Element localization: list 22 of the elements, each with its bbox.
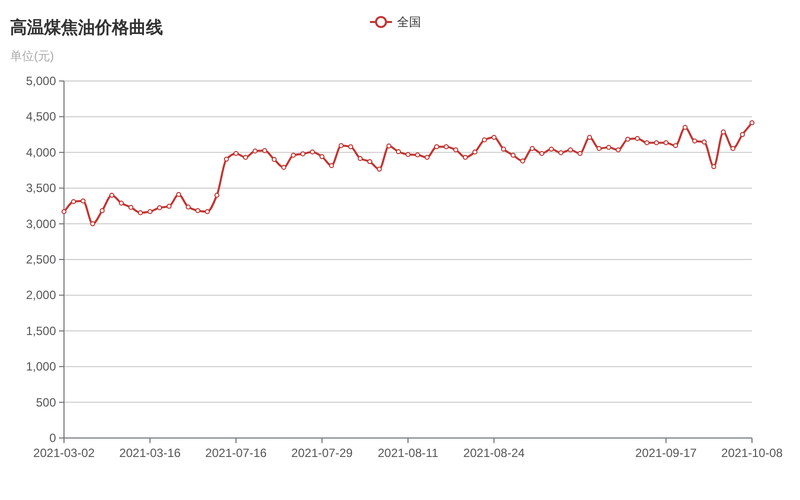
x-tick-label: 2021-08-11 [378,446,439,460]
y-tick-label: 1,500 [26,324,56,338]
x-tick-label: 2021-08-24 [463,446,526,460]
y-tick-label: 5,000 [26,74,56,88]
x-tick-label: 2021-07-29 [291,446,354,460]
y-tick-label: 500 [36,395,56,410]
x-tick-label: 2021-09-17 [635,446,698,460]
y-tick-label: 2,000 [26,288,56,302]
x-tick-label: 2021-07-16 [205,446,268,460]
y-tick-label: 2,500 [26,252,56,266]
x-tick-label: 2021-03-02 [33,446,96,460]
y-tick-label: 1,000 [26,360,56,374]
x-tick-label: 2021-10-08 [721,446,784,460]
y-tick-label: 3,000 [26,216,56,231]
y-tick-label: 0 [49,431,56,445]
x-tick-label: 2021-03-16 [119,446,182,460]
y-tick-label: 4,000 [26,145,56,160]
y-tick-label: 3,500 [26,181,56,196]
y-tick-label: 4,500 [26,110,56,124]
chart-title: 高温煤焦油价格曲线 [10,18,163,37]
chart-subtitle: 单位(元) [10,49,54,63]
legend-label: 全国 [397,15,421,29]
